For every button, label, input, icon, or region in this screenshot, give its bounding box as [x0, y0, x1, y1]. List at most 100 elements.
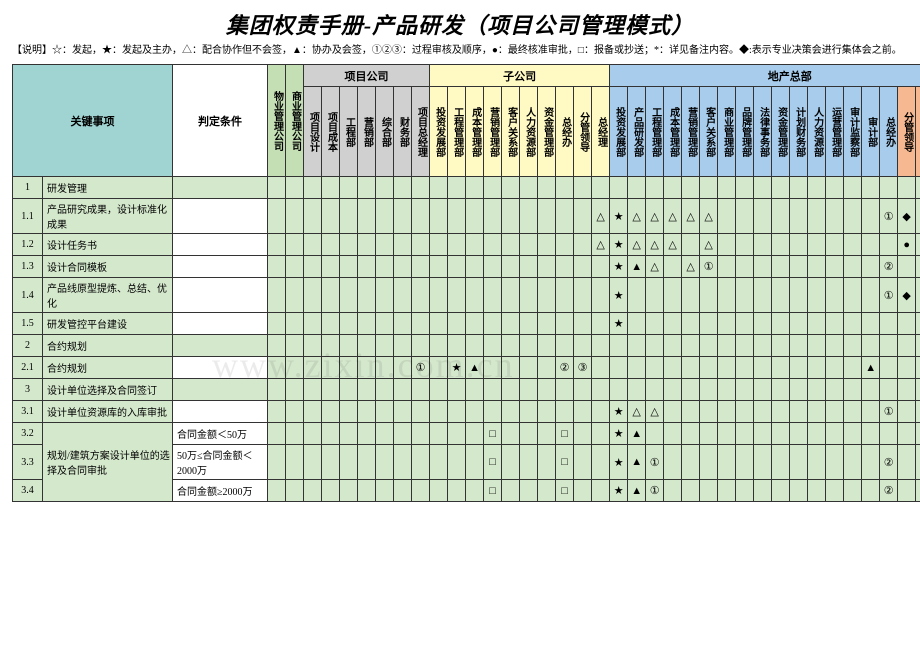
cell — [826, 199, 844, 234]
cell — [844, 256, 862, 278]
cell — [520, 335, 538, 357]
cell — [304, 445, 322, 480]
cell — [592, 256, 610, 278]
table-row: 2合约规划 — [13, 335, 920, 357]
cell: ▲ — [862, 357, 880, 379]
cell — [700, 278, 718, 313]
cell — [430, 445, 448, 480]
cell — [340, 423, 358, 445]
cell — [772, 423, 790, 445]
cell — [340, 357, 358, 379]
col-g4-10: 计划财务部 — [790, 87, 808, 177]
cell — [520, 379, 538, 401]
cell — [718, 335, 736, 357]
hdr-cond: 判定条件 — [173, 65, 268, 177]
cell — [862, 278, 880, 313]
cell — [808, 401, 826, 423]
cell — [322, 445, 340, 480]
cell — [430, 335, 448, 357]
cell — [376, 256, 394, 278]
cell — [844, 401, 862, 423]
cell — [862, 234, 880, 256]
cell — [286, 313, 304, 335]
cell — [322, 278, 340, 313]
cell — [826, 445, 844, 480]
cell — [358, 401, 376, 423]
cell: ① — [646, 480, 664, 502]
cell — [664, 379, 682, 401]
cell — [808, 234, 826, 256]
cell — [358, 480, 376, 502]
cell — [358, 177, 376, 199]
cell — [502, 256, 520, 278]
cell — [376, 401, 394, 423]
cell — [556, 256, 574, 278]
cell — [322, 199, 340, 234]
cell — [322, 379, 340, 401]
cell — [484, 335, 502, 357]
cell: ◆ — [898, 278, 916, 313]
cell — [322, 313, 340, 335]
cell — [772, 278, 790, 313]
cell: △ — [628, 401, 646, 423]
col-g3-7: 总经办 — [556, 87, 574, 177]
row-num: 1.2 — [13, 234, 43, 256]
cell — [844, 199, 862, 234]
cell — [754, 423, 772, 445]
cell — [682, 357, 700, 379]
cell — [538, 278, 556, 313]
cell — [718, 177, 736, 199]
cell: △ — [700, 234, 718, 256]
cell — [880, 177, 898, 199]
cell: ● — [916, 199, 920, 234]
cell — [754, 256, 772, 278]
cell — [556, 335, 574, 357]
cell: □ — [556, 445, 574, 480]
cell — [790, 335, 808, 357]
cell — [322, 401, 340, 423]
cell — [538, 445, 556, 480]
row-cond — [173, 234, 268, 256]
cell: ② — [556, 357, 574, 379]
col-g3-0: 投资发展部 — [430, 87, 448, 177]
col-g1-0: 物业管理公司 — [268, 65, 286, 177]
cell — [754, 234, 772, 256]
col-g4-12: 运营管理部 — [826, 87, 844, 177]
table-row: 1研发管理 — [13, 177, 920, 199]
cell — [268, 199, 286, 234]
cell — [862, 423, 880, 445]
row-key: 设计单位选择及合同签订 — [43, 379, 173, 401]
cell — [502, 313, 520, 335]
cell — [898, 313, 916, 335]
cell — [772, 177, 790, 199]
cell — [556, 234, 574, 256]
cell — [502, 335, 520, 357]
cell: ③ — [574, 357, 592, 379]
table-row: 1.1产品研究成果，设计标准化成果△★△△△△△①◆● — [13, 199, 920, 234]
cell — [484, 234, 502, 256]
cell — [322, 480, 340, 502]
cell — [844, 480, 862, 502]
cell — [718, 256, 736, 278]
cell — [268, 379, 286, 401]
cell: ● — [916, 313, 920, 335]
cell: □ — [484, 423, 502, 445]
cell — [736, 234, 754, 256]
col-g3-2: 成本管理部 — [466, 87, 484, 177]
cell — [880, 423, 898, 445]
cell: ● — [916, 256, 920, 278]
cell — [448, 445, 466, 480]
cell — [808, 313, 826, 335]
cell — [646, 423, 664, 445]
cell — [664, 401, 682, 423]
cell — [358, 357, 376, 379]
cell — [286, 401, 304, 423]
cell — [556, 177, 574, 199]
legend: 【说明】☆：发起，★：发起及主办，△：配合协作但不会签，▲：协办及会签，①②③：… — [12, 44, 908, 58]
cell: ★ — [610, 278, 628, 313]
cell — [736, 278, 754, 313]
row-cond — [173, 199, 268, 234]
cell — [466, 379, 484, 401]
cell — [448, 278, 466, 313]
row-cond — [173, 357, 268, 379]
